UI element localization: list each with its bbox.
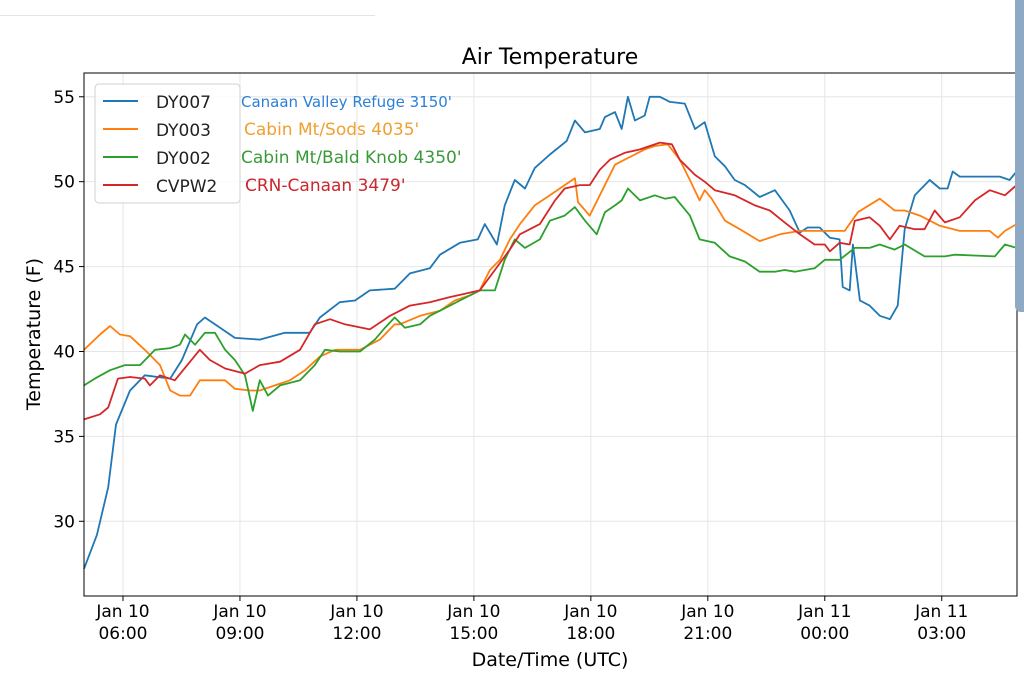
series-line-cvpw2: [83, 141, 1018, 421]
y-axis-label: Temperature (F): [23, 258, 45, 411]
legend-label-dy003: DY003: [156, 121, 211, 141]
annotation-dy007: Canaan Valley Refuge 3150': [241, 93, 452, 111]
annotation-dy002: Cabin Mt/Bald Knob 4350': [241, 148, 462, 168]
x-tick-label-time: 06:00: [98, 624, 147, 644]
y-tick-label: 55: [53, 88, 75, 108]
y-tick-label: 45: [53, 258, 75, 278]
plot-frame: [83, 72, 1018, 597]
x-tick-label-time: 03:00: [917, 624, 966, 644]
x-tick-label-date: Jan 10: [329, 602, 383, 622]
scrollbar[interactable]: [1015, 0, 1024, 312]
series-line-dy002: [83, 187, 1017, 412]
station-annotations: Canaan Valley Refuge 3150' Cabin Mt/Sods …: [241, 93, 462, 196]
x-tick-label-time: 15:00: [449, 624, 498, 644]
x-tick-label-time: 00:00: [800, 624, 849, 644]
x-axis-label: Date/Time (UTC): [472, 649, 629, 671]
y-tick-label: 30: [53, 512, 75, 532]
y-tick-label: 40: [53, 342, 75, 362]
x-tick-label-date: Jan 10: [680, 602, 734, 622]
y-tick-label: 35: [53, 427, 75, 447]
x-tick-label-date: Jan 10: [446, 602, 500, 622]
x-tick-label-time: 12:00: [332, 624, 381, 644]
y-axis-ticks: 30 35 40 45 50 55: [53, 88, 84, 532]
legend-label-cvpw2: CVPW2: [156, 177, 217, 197]
legend: DY007 DY003 DY002 CVPW2: [94, 83, 241, 204]
annotation-cvpw2: CRN-Canaan 3479': [245, 176, 406, 196]
series-line-dy003: [83, 143, 1018, 397]
x-tick-label-date: Jan 11: [914, 602, 968, 622]
x-tick-label-date: Jan 10: [95, 602, 149, 622]
chart-title: Air Temperature: [462, 45, 639, 70]
x-tick-label-date: Jan 10: [563, 602, 617, 622]
x-tick-label-time: 09:00: [215, 624, 264, 644]
legend-box: [94, 83, 241, 204]
annotation-dy003: Cabin Mt/Sods 4035': [244, 120, 419, 140]
x-tick-label-time: 21:00: [683, 624, 732, 644]
x-tick-label-date: Jan 10: [212, 602, 266, 622]
legend-label-dy002: DY002: [156, 149, 211, 169]
legend-label-dy007: DY007: [156, 93, 211, 113]
x-tick-label-time: 18:00: [566, 624, 615, 644]
x-tick-label-date: Jan 11: [797, 602, 851, 622]
series-lines: [83, 95, 1018, 570]
y-tick-label: 50: [53, 173, 75, 193]
series-line-dy007: [83, 95, 1018, 570]
top-divider: [0, 15, 375, 16]
